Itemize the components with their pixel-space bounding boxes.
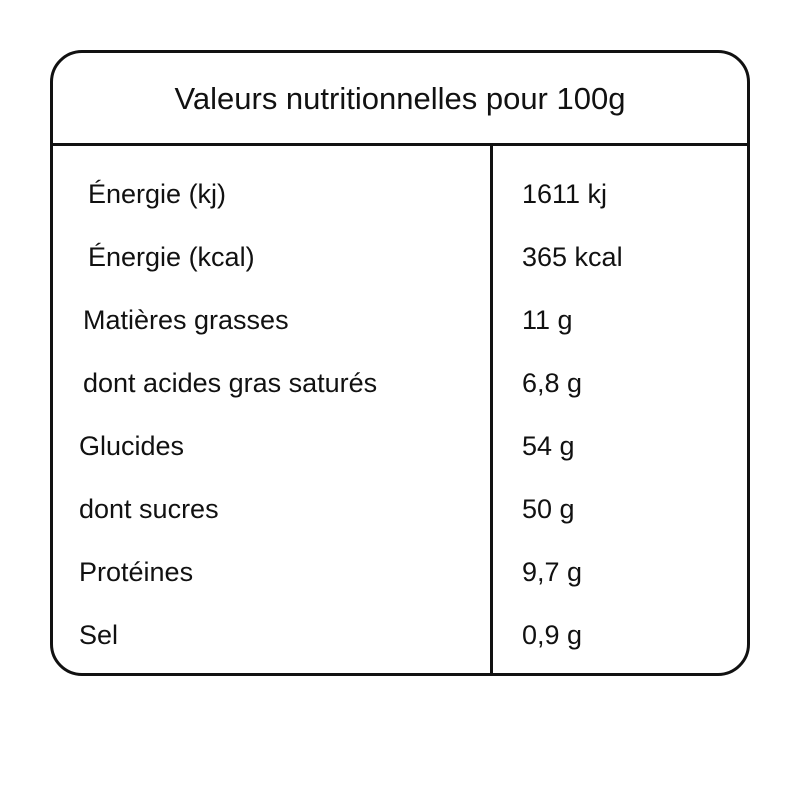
table-row: Énergie (kcal) 365 kcal bbox=[53, 237, 747, 277]
nutrient-value: 50 g bbox=[522, 494, 575, 524]
nutrient-label: dont acides gras saturés bbox=[83, 368, 378, 398]
nutrient-label: Sel bbox=[79, 620, 119, 650]
nutrient-value: 6,8 g bbox=[522, 368, 583, 398]
table-row: dont acides gras saturés 6,8 g bbox=[53, 363, 747, 403]
nutrient-label: Énergie (kj) bbox=[88, 179, 227, 209]
table-row: Matières grasses 11 g bbox=[53, 300, 747, 340]
table-row: dont sucres 50 g bbox=[53, 489, 747, 529]
nutrient-label: Matières grasses bbox=[83, 305, 289, 335]
nutrient-label: dont sucres bbox=[79, 494, 219, 524]
nutrient-value: 9,7 g bbox=[522, 557, 583, 587]
nutrient-value: 54 g bbox=[522, 431, 575, 461]
table-row: Protéines 9,7 g bbox=[53, 552, 747, 592]
column-divider bbox=[490, 143, 493, 673]
nutrient-value: 11 g bbox=[522, 305, 573, 335]
header-divider bbox=[53, 143, 747, 146]
nutrition-table: Valeurs nutritionnelles pour 100g Énergi… bbox=[50, 50, 750, 676]
table-row: Énergie (kj) 1611 kj bbox=[53, 174, 747, 214]
nutrient-label: Énergie (kcal) bbox=[88, 242, 255, 272]
nutrient-label: Protéines bbox=[79, 557, 194, 587]
nutrient-value: 365 kcal bbox=[522, 242, 623, 272]
nutrient-value: 0,9 g bbox=[522, 620, 583, 650]
nutrient-value: 1611 kj bbox=[522, 179, 608, 209]
nutrient-label: Glucides bbox=[79, 431, 185, 461]
table-title: Valeurs nutritionnelles pour 100g bbox=[174, 81, 626, 116]
table-row: Glucides 54 g bbox=[53, 426, 747, 466]
table-row: Sel 0,9 g bbox=[53, 615, 747, 655]
